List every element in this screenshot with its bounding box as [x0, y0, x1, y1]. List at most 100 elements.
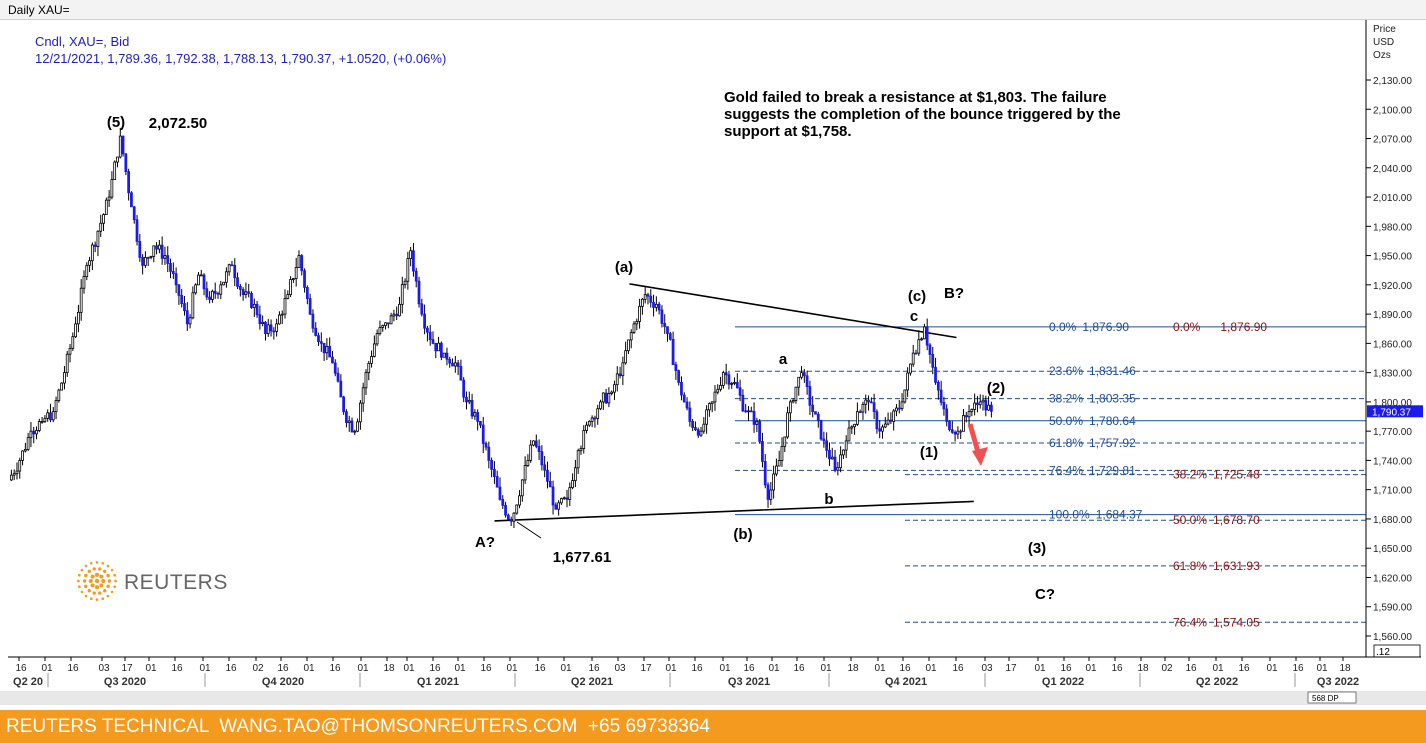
candle-body: [828, 449, 831, 460]
candle-body: [903, 389, 907, 403]
candle-body: [110, 179, 114, 198]
price-chart[interactable]: 0.0% 1,876.90 23.6% 1,831.46 38.2% 1,803.35 50…: [0, 0, 1426, 710]
candle-body: [398, 303, 401, 317]
y-axis-title: Price: [1373, 24, 1396, 35]
candle-body: [956, 430, 960, 435]
candle-body: [96, 230, 100, 247]
candle-body: [696, 429, 700, 436]
candle-body: [297, 255, 301, 268]
candle-body: [939, 389, 943, 403]
candle-body: [733, 381, 736, 384]
candle-body: [244, 291, 248, 295]
candle-body: [953, 431, 957, 435]
candle-body: [286, 294, 290, 299]
candle-body: [769, 489, 773, 500]
trendline-support: [494, 500, 974, 522]
logo-dot: [101, 597, 105, 601]
candle-body: [495, 476, 499, 488]
candle-body: [222, 281, 225, 286]
x-tick-label: 18: [1339, 663, 1351, 674]
scroll-label: 568 DP: [1312, 694, 1339, 703]
candle-body: [758, 421, 762, 442]
x-tick-label: 01: [506, 663, 518, 674]
candle-body: [861, 403, 865, 413]
candle-body: [850, 426, 854, 429]
fib-label-blue: 100.0% 1,684.37: [1049, 508, 1143, 522]
wave-label: (3): [1028, 540, 1046, 557]
candle-body: [663, 323, 667, 328]
candle-body: [925, 326, 929, 346]
candle-body: [93, 244, 97, 247]
candle-body: [146, 257, 150, 259]
logo-dot: [77, 573, 81, 577]
candle-body: [180, 295, 184, 305]
candle-body: [437, 342, 440, 352]
candle-body: [710, 401, 714, 404]
candle-body: [185, 310, 189, 325]
candle-body: [163, 255, 167, 259]
logo-dot: [77, 585, 81, 589]
candle-body: [364, 372, 368, 389]
candle-body: [546, 469, 549, 482]
candle-body: [973, 402, 976, 410]
commentary-line: suggests the completion of the bounce tr…: [724, 106, 1121, 123]
candle-body: [174, 273, 178, 286]
candle-body: [395, 313, 399, 317]
candle-body: [18, 460, 22, 472]
x-tick-label: 01: [403, 663, 415, 674]
logo-dot: [113, 585, 117, 589]
candle-body: [361, 387, 365, 404]
logo-dot: [87, 588, 91, 593]
candle-body: [632, 323, 636, 333]
candle-body: [130, 192, 133, 208]
candle-body: [378, 326, 382, 335]
x-tick-label: 16: [429, 663, 441, 674]
candle-body: [347, 420, 351, 423]
current-price-label: 1,790.37: [1372, 407, 1411, 418]
candle-body: [470, 399, 474, 417]
candle-body: [428, 331, 432, 341]
period-label: Q1 2022: [1042, 676, 1084, 688]
candle-body: [74, 323, 77, 338]
logo-dot: [80, 568, 84, 572]
candle-body: [82, 276, 86, 289]
candle-body: [241, 288, 245, 295]
candle-body: [255, 303, 259, 316]
candle-body: [506, 514, 510, 520]
candle-body: [40, 421, 44, 423]
logo-dot: [99, 583, 104, 588]
candle-body: [788, 401, 792, 414]
candle-body: [694, 427, 697, 431]
candle-body: [624, 350, 627, 364]
x-tick-label: 01: [1212, 663, 1224, 674]
candle-body: [487, 446, 491, 461]
candle-body: [518, 495, 521, 506]
candle-body: [88, 260, 91, 266]
candle-body: [99, 222, 103, 232]
candle-body: [596, 408, 600, 419]
candle-body: [618, 373, 622, 377]
candle-body: [805, 375, 809, 387]
candle-body: [892, 410, 896, 422]
candle-body: [227, 264, 231, 273]
logo-dot: [101, 561, 105, 565]
candle-body: [353, 430, 357, 433]
x-tick-label: 16: [743, 663, 755, 674]
candle-body: [906, 372, 909, 391]
fib-level-blue: 1,803.35: [1089, 392, 1136, 406]
candle-body: [800, 372, 803, 378]
y-tick-label: 1,560.00: [1373, 632, 1412, 643]
candle-body: [314, 327, 318, 336]
candle-body: [512, 512, 516, 522]
current-price-marker: [1367, 405, 1423, 418]
candle-body: [258, 314, 262, 325]
candle-body: [777, 460, 781, 467]
candle-body: [847, 427, 851, 442]
candle-body: [155, 245, 158, 250]
x-tick-label: 18: [383, 663, 395, 674]
candle-body: [872, 402, 876, 413]
candle-body: [811, 404, 815, 413]
x-tick-label: 01: [925, 663, 937, 674]
fib-level-red: 1,574.05: [1213, 615, 1260, 629]
y-axis-title: USD: [1373, 37, 1394, 48]
